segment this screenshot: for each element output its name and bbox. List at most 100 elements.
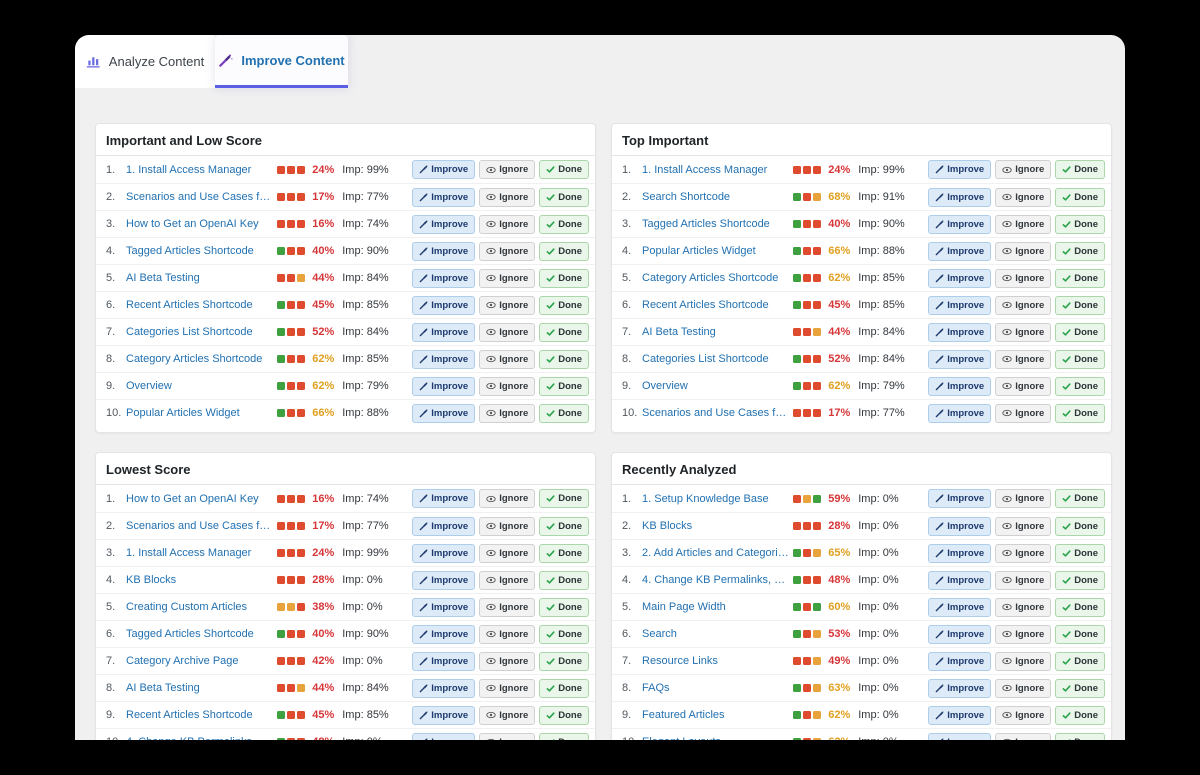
ignore-button[interactable]: Ignore: [479, 376, 536, 396]
improve-button[interactable]: Improve: [412, 570, 476, 590]
article-link[interactable]: Overview: [642, 380, 688, 392]
improve-button[interactable]: Improve: [412, 489, 476, 508]
improve-button[interactable]: Improve: [412, 322, 476, 342]
improve-button[interactable]: Improve: [928, 732, 992, 740]
improve-button[interactable]: Improve: [412, 295, 476, 315]
article-link[interactable]: AI Beta Testing: [126, 682, 200, 694]
ignore-button[interactable]: Ignore: [479, 489, 536, 508]
ignore-button[interactable]: Ignore: [995, 597, 1052, 617]
article-link[interactable]: Resource Links: [642, 655, 718, 667]
improve-button[interactable]: Improve: [928, 187, 992, 207]
ignore-button[interactable]: Ignore: [479, 651, 536, 671]
ignore-button[interactable]: Ignore: [479, 624, 536, 644]
improve-button[interactable]: Improve: [412, 349, 476, 369]
article-link[interactable]: 1. Setup Knowledge Base: [642, 492, 769, 505]
improve-button[interactable]: Improve: [412, 516, 476, 536]
done-button[interactable]: Done: [1055, 349, 1105, 369]
ignore-button[interactable]: Ignore: [995, 349, 1052, 369]
improve-button[interactable]: Improve: [412, 268, 476, 288]
done-button[interactable]: Done: [539, 187, 589, 207]
done-button[interactable]: Done: [539, 295, 589, 315]
improve-button[interactable]: Improve: [928, 349, 992, 369]
article-link[interactable]: 4. Change KB Permalinks, URL, and Articl…: [642, 574, 790, 586]
ignore-button[interactable]: Ignore: [479, 705, 536, 725]
ignore-button[interactable]: Ignore: [479, 349, 536, 369]
ignore-button[interactable]: Ignore: [479, 160, 536, 179]
done-button[interactable]: Done: [1055, 651, 1105, 671]
article-link[interactable]: Featured Articles: [642, 709, 725, 721]
ignore-button[interactable]: Ignore: [995, 187, 1052, 207]
done-button[interactable]: Done: [539, 597, 589, 617]
done-button[interactable]: Done: [1055, 543, 1105, 563]
done-button[interactable]: Done: [1055, 160, 1105, 179]
done-button[interactable]: Done: [1055, 597, 1105, 617]
done-button[interactable]: Done: [539, 624, 589, 644]
done-button[interactable]: Done: [539, 376, 589, 396]
done-button[interactable]: Done: [1055, 187, 1105, 207]
done-button[interactable]: Done: [1055, 295, 1105, 315]
improve-button[interactable]: Improve: [412, 597, 476, 617]
done-button[interactable]: Done: [1055, 241, 1105, 261]
done-button[interactable]: Done: [1055, 322, 1105, 342]
article-link[interactable]: Scenarios and Use Cases for Access Contr…: [642, 407, 789, 419]
tab-improve-content[interactable]: Improve Content: [215, 35, 348, 88]
article-link[interactable]: 2. Add Articles and Categories: [642, 547, 790, 559]
ignore-button[interactable]: Ignore: [995, 268, 1052, 288]
ignore-button[interactable]: Ignore: [995, 403, 1052, 423]
ignore-button[interactable]: Ignore: [479, 241, 536, 261]
ignore-button[interactable]: Ignore: [479, 322, 536, 342]
article-link[interactable]: KB Blocks: [642, 520, 693, 532]
done-button[interactable]: Done: [539, 678, 589, 698]
ignore-button[interactable]: Ignore: [995, 678, 1052, 698]
done-button[interactable]: Done: [1055, 214, 1105, 234]
improve-button[interactable]: Improve: [928, 376, 992, 396]
done-button[interactable]: Done: [539, 322, 589, 342]
done-button[interactable]: Done: [1055, 624, 1105, 644]
improve-button[interactable]: Improve: [412, 160, 476, 179]
ignore-button[interactable]: Ignore: [995, 732, 1052, 740]
ignore-button[interactable]: Ignore: [995, 214, 1052, 234]
improve-button[interactable]: Improve: [928, 295, 992, 315]
done-button[interactable]: Done: [539, 570, 589, 590]
improve-button[interactable]: Improve: [928, 322, 992, 342]
done-button[interactable]: Done: [1055, 403, 1105, 423]
done-button[interactable]: Done: [1055, 732, 1105, 740]
article-link[interactable]: Category Articles Shortcode: [642, 272, 779, 284]
improve-button[interactable]: Improve: [412, 376, 476, 396]
article-link[interactable]: Categories List Shortcode: [642, 353, 769, 365]
article-link[interactable]: Tagged Articles Shortcode: [642, 218, 770, 230]
improve-button[interactable]: Improve: [928, 403, 992, 423]
done-button[interactable]: Done: [1055, 376, 1105, 396]
article-link[interactable]: Overview: [126, 380, 172, 392]
improve-button[interactable]: Improve: [928, 214, 992, 234]
article-link[interactable]: How to Get an OpenAI Key: [126, 492, 259, 505]
done-button[interactable]: Done: [539, 543, 589, 563]
improve-button[interactable]: Improve: [412, 732, 476, 740]
ignore-button[interactable]: Ignore: [479, 570, 536, 590]
done-button[interactable]: Done: [539, 241, 589, 261]
article-link[interactable]: Tagged Articles Shortcode: [126, 245, 254, 257]
ignore-button[interactable]: Ignore: [995, 516, 1052, 536]
improve-button[interactable]: Improve: [412, 678, 476, 698]
improve-button[interactable]: Improve: [412, 403, 476, 423]
article-link[interactable]: 1. Install Access Manager: [126, 547, 252, 559]
done-button[interactable]: Done: [1055, 705, 1105, 725]
ignore-button[interactable]: Ignore: [995, 322, 1052, 342]
tab-analyze-content[interactable]: Analyze Content: [75, 35, 215, 88]
done-button[interactable]: Done: [539, 705, 589, 725]
done-button[interactable]: Done: [539, 651, 589, 671]
improve-button[interactable]: Improve: [412, 624, 476, 644]
article-link[interactable]: Recent Articles Shortcode: [642, 299, 769, 311]
ignore-button[interactable]: Ignore: [479, 678, 536, 698]
done-button[interactable]: Done: [539, 214, 589, 234]
article-link[interactable]: 4. Change KB Permalinks, URL, and Articl…: [126, 736, 273, 740]
article-link[interactable]: Tagged Articles Shortcode: [126, 628, 254, 640]
ignore-button[interactable]: Ignore: [479, 214, 536, 234]
done-button[interactable]: Done: [1055, 678, 1105, 698]
improve-button[interactable]: Improve: [928, 651, 992, 671]
done-button[interactable]: Done: [539, 516, 589, 536]
article-link[interactable]: Search: [642, 628, 677, 640]
ignore-button[interactable]: Ignore: [995, 705, 1052, 725]
done-button[interactable]: Done: [539, 349, 589, 369]
article-link[interactable]: AI Beta Testing: [642, 326, 716, 338]
